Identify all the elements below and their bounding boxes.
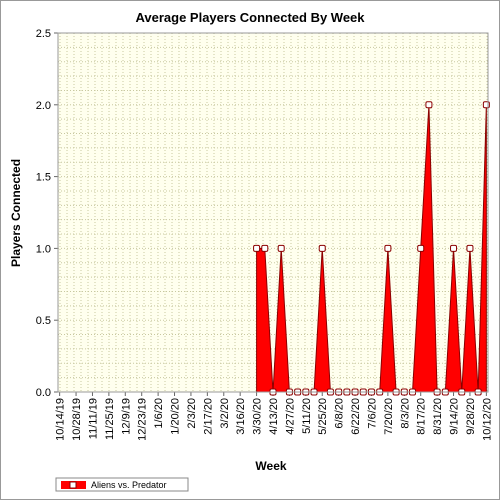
legend: Aliens vs. Predator (55, 477, 189, 492)
x-tick-label: 2/3/20 (186, 398, 198, 429)
data-point (318, 244, 326, 252)
x-tick-label: 7/6/20 (366, 398, 378, 429)
x-tick-label: 1/6/20 (153, 398, 165, 429)
x-axis-title: Week (255, 459, 286, 473)
x-tick-label: 3/30/20 (252, 398, 264, 435)
legend-box (55, 477, 189, 492)
x-tick-label: 7/20/20 (383, 398, 395, 435)
x-tick-label: 6/8/20 (334, 398, 346, 429)
legend-label: Aliens vs. Predator (91, 480, 167, 490)
x-tick-label: 10/14/19 (55, 398, 67, 441)
x-tick-label: 12/23/19 (137, 398, 149, 441)
y-tick-label: 1.5 (36, 172, 51, 184)
y-axis-title: Players Connected (9, 159, 23, 267)
x-tick-label: 9/28/20 (465, 398, 477, 435)
x-tick-label: 10/12/20 (481, 398, 493, 441)
x-tick-label: 8/31/20 (432, 398, 444, 435)
x-tick-label: 10/28/19 (71, 398, 83, 441)
x-tick-label: 11/11/19 (87, 398, 99, 439)
data-point (425, 101, 433, 109)
y-tick-label: 0.5 (36, 315, 51, 327)
x-tick-label: 5/11/20 (301, 398, 313, 434)
x-tick-label: 3/2/20 (219, 398, 231, 429)
x-tick-label: 12/9/19 (120, 398, 132, 435)
x-tick-label: 9/14/20 (449, 398, 461, 435)
x-tick-label: 11/25/19 (104, 398, 116, 440)
y-tick-label: 0.0 (36, 387, 51, 399)
x-tick-label: 8/3/20 (399, 398, 411, 429)
data-point (277, 244, 285, 252)
x-tick-label: 1/20/20 (170, 398, 182, 435)
data-point (253, 244, 261, 252)
x-tick-label: 3/16/20 (235, 398, 247, 435)
y-tick-label: 1.0 (36, 243, 51, 255)
data-point (261, 244, 269, 252)
x-tick-label: 2/17/20 (202, 398, 214, 435)
x-tick-label: 8/17/20 (416, 398, 428, 435)
y-tick-label: 2.5 (36, 28, 51, 40)
legend-marker-icon (69, 481, 77, 489)
data-point (417, 244, 425, 252)
y-tick-label: 2.0 (36, 100, 51, 112)
chart-title: Average Players Connected By Week (135, 10, 365, 25)
x-tick-label: 4/27/20 (284, 398, 296, 435)
plot-border (57, 32, 489, 393)
x-tick-label: 4/13/20 (268, 398, 280, 435)
x-tick-label: 6/22/20 (350, 398, 362, 435)
data-point (466, 244, 474, 252)
data-point (384, 244, 392, 252)
x-tick-label: 5/25/20 (317, 398, 329, 435)
data-point (450, 244, 458, 252)
plot-area: 0.0 0.5 1.0 1.5 2.0 2.5 10/14/19 10/28/19 11/11/… (36, 28, 494, 441)
